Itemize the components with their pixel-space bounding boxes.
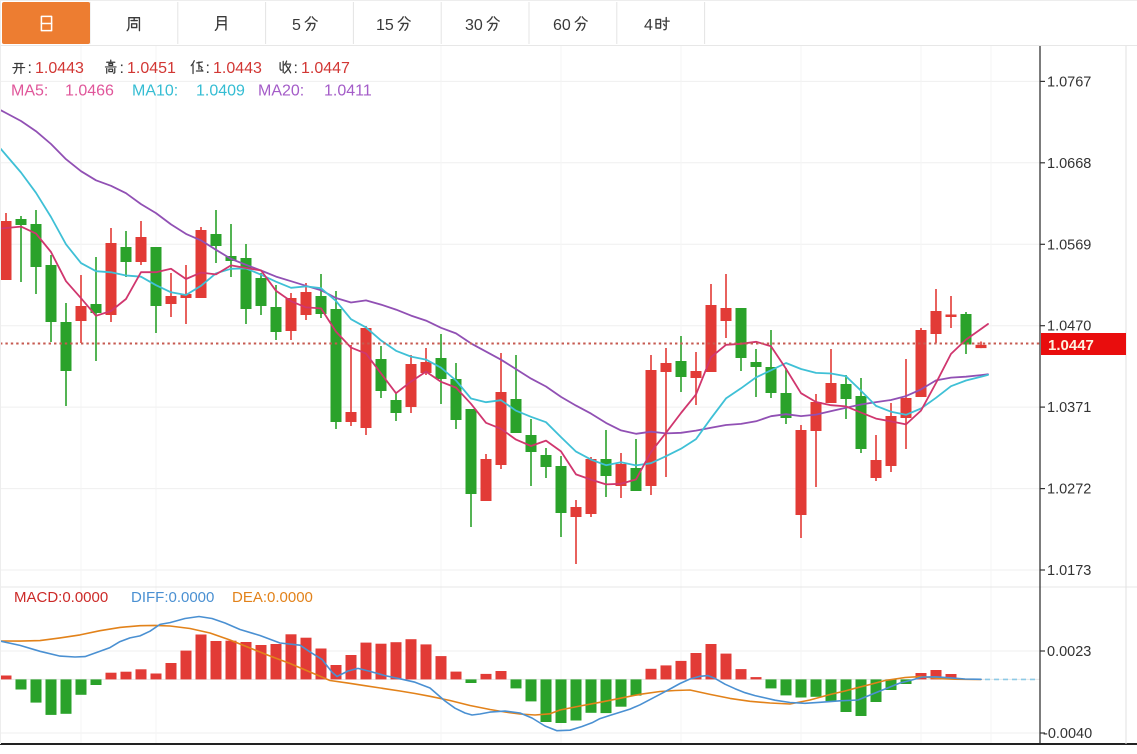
svg-text:30: 30 (465, 17, 483, 34)
svg-text:1.0447: 1.0447 (1048, 337, 1094, 354)
svg-text:15: 15 (376, 17, 394, 34)
svg-text:1.0173: 1.0173 (1047, 563, 1091, 579)
svg-text:1.0409: 1.0409 (196, 83, 245, 100)
svg-text:1.0272: 1.0272 (1047, 482, 1091, 498)
svg-text:1.0443: 1.0443 (213, 60, 262, 77)
svg-text:1.0668: 1.0668 (1047, 156, 1091, 172)
svg-text:1.0447: 1.0447 (301, 60, 350, 77)
svg-text:1.0569: 1.0569 (1047, 237, 1091, 253)
svg-text:1.0411: 1.0411 (324, 83, 372, 100)
svg-text:1.0470: 1.0470 (1047, 319, 1091, 335)
svg-text:1.0466: 1.0466 (65, 83, 114, 100)
svg-text::: : (206, 60, 210, 77)
svg-text:4: 4 (644, 17, 653, 34)
svg-text:0.0023: 0.0023 (1047, 644, 1091, 660)
svg-text:-0.0040: -0.0040 (1043, 726, 1092, 742)
svg-text:5: 5 (292, 17, 301, 34)
svg-text::: : (294, 60, 298, 77)
svg-text:DIFF:0.0000: DIFF:0.0000 (131, 589, 214, 606)
svg-text:1.0371: 1.0371 (1047, 400, 1091, 416)
svg-text:1.0451: 1.0451 (127, 60, 176, 77)
svg-text:MA10:: MA10: (132, 83, 178, 100)
svg-text:1.0767: 1.0767 (1047, 74, 1091, 90)
svg-text::: : (28, 60, 32, 77)
svg-text:1.0443: 1.0443 (35, 60, 84, 77)
svg-text:60: 60 (553, 17, 571, 34)
svg-text:MA5:: MA5: (11, 83, 48, 100)
svg-text:MACD:0.0000: MACD:0.0000 (14, 589, 108, 606)
svg-text:DEA:0.0000: DEA:0.0000 (232, 589, 313, 606)
svg-text::: : (120, 60, 124, 77)
svg-text:MA20:: MA20: (258, 83, 304, 100)
